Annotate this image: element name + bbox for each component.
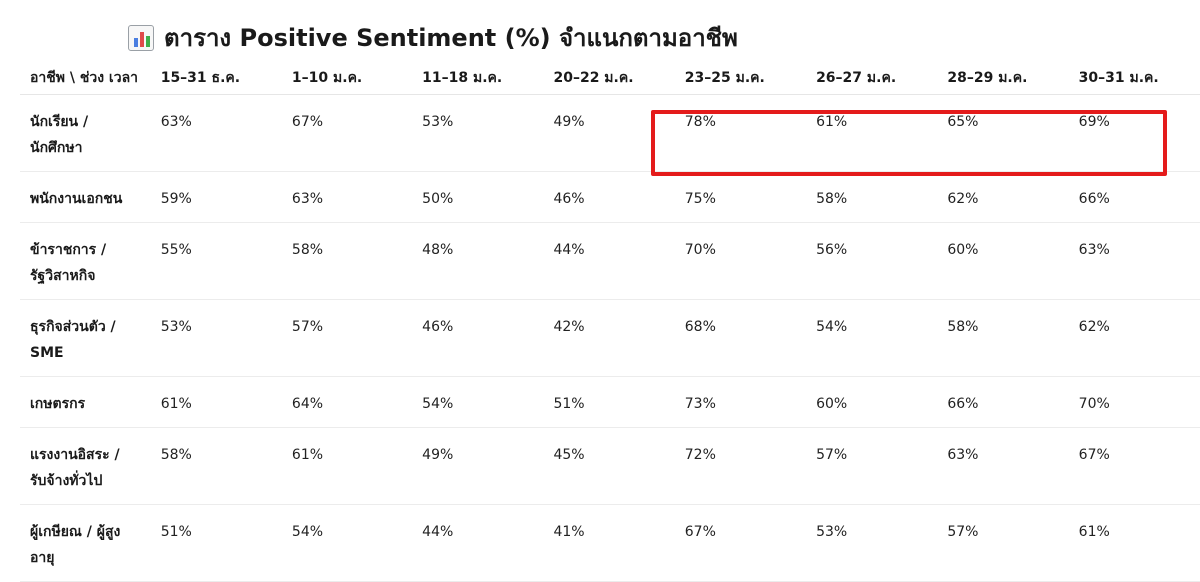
value-cell: 49%	[412, 427, 544, 505]
period-header: 11–18 ม.ค.	[412, 64, 544, 95]
value-cell: 42%	[543, 299, 675, 377]
value-cell: 46%	[543, 171, 675, 223]
value-cell: 69%	[1068, 94, 1200, 172]
table-row: พนักงานเอกชน 59% 63% 50% 46% 75% 58% 62% 66%	[20, 171, 1200, 223]
corner-header: อาชีพ \ ช่วง เวลา	[20, 64, 151, 95]
occupation-cell: ข้าราชการ / รัฐวิสาหกิจ	[20, 222, 151, 300]
value-cell: 63%	[150, 94, 282, 172]
value-cell: 53%	[150, 299, 282, 377]
value-cell: 63%	[281, 171, 413, 223]
value-cell: 58%	[806, 171, 938, 223]
value-cell: 66%	[937, 376, 1069, 428]
page-title: ตาราง Positive Sentiment (%) จำแนกตามอาช…	[128, 18, 738, 57]
value-cell: 44%	[543, 222, 675, 300]
period-header: 23–25 ม.ค.	[674, 64, 807, 95]
occupation-cell: นักเรียน / นักศึกษา	[20, 94, 151, 172]
value-cell: 45%	[543, 427, 675, 505]
value-cell: 51%	[543, 376, 675, 428]
table-row: แรงงานอิสระ / รับจ้างทั่วไป 58% 61% 49% 45% 7…	[20, 427, 1200, 505]
period-header: 28–29 ม.ค.	[937, 64, 1069, 95]
value-cell: 56%	[806, 222, 938, 300]
value-cell: 50%	[412, 171, 544, 223]
value-cell: 54%	[281, 504, 413, 582]
value-cell: 61%	[1068, 504, 1200, 582]
value-cell: 67%	[281, 94, 413, 172]
occupation-cell: เกษตรกร	[20, 376, 151, 428]
value-cell: 51%	[150, 504, 282, 582]
value-cell: 53%	[412, 94, 544, 172]
value-cell: 70%	[1068, 376, 1200, 428]
value-cell: 59%	[150, 171, 282, 223]
table-row: ข้าราชการ / รัฐวิสาหกิจ 55% 58% 48% 44% 70% 56…	[20, 222, 1200, 300]
value-cell: 70%	[674, 222, 807, 300]
value-cell: 57%	[281, 299, 413, 377]
occupation-cell: ธุรกิจส่วนตัว / SME	[20, 299, 151, 377]
value-cell: 78%	[674, 94, 807, 172]
value-cell: 61%	[150, 376, 282, 428]
value-cell: 57%	[806, 427, 938, 505]
table-row: ผู้เกษียณ / ผู้สูง อายุ 51% 54% 44% 41% 67% 53…	[20, 504, 1200, 582]
bar-chart-icon	[128, 24, 154, 51]
period-header: 26–27 ม.ค.	[806, 64, 938, 95]
value-cell: 72%	[674, 427, 807, 505]
value-cell: 64%	[281, 376, 413, 428]
value-cell: 75%	[674, 171, 807, 223]
value-cell: 54%	[412, 376, 544, 428]
value-cell: 60%	[937, 222, 1069, 300]
value-cell: 63%	[937, 427, 1069, 505]
table-header-row: อาชีพ \ ช่วง เวลา 15–31 ธ.ค. 1–10 ม.ค. 1…	[20, 64, 1200, 95]
value-cell: 44%	[412, 504, 544, 582]
value-cell: 68%	[674, 299, 807, 377]
table-row: เกษตรกร 61% 64% 54% 51% 73% 60% 66% 70%	[20, 376, 1200, 428]
period-header: 15–31 ธ.ค.	[150, 64, 282, 95]
value-cell: 73%	[674, 376, 807, 428]
value-cell: 66%	[1068, 171, 1200, 223]
value-cell: 67%	[674, 504, 807, 582]
value-cell: 54%	[806, 299, 938, 377]
occupation-cell: แรงงานอิสระ / รับจ้างทั่วไป	[20, 427, 151, 505]
value-cell: 63%	[1068, 222, 1200, 300]
value-cell: 53%	[806, 504, 938, 582]
value-cell: 46%	[412, 299, 544, 377]
value-cell: 49%	[543, 94, 675, 172]
value-cell: 65%	[937, 94, 1069, 172]
value-cell: 57%	[937, 504, 1069, 582]
value-cell: 58%	[937, 299, 1069, 377]
value-cell: 55%	[150, 222, 282, 300]
value-cell: 67%	[1068, 427, 1200, 505]
value-cell: 61%	[806, 94, 938, 172]
value-cell: 58%	[150, 427, 282, 505]
table-row: ธุรกิจส่วนตัว / SME 53% 57% 46% 42% 68% 54% 58%…	[20, 299, 1200, 377]
value-cell: 61%	[281, 427, 413, 505]
sentiment-table: อาชีพ \ ช่วง เวลา 15–31 ธ.ค. 1–10 ม.ค. 1…	[20, 64, 1200, 582]
value-cell: 58%	[281, 222, 413, 300]
page-title-text: ตาราง Positive Sentiment (%) จำแนกตามอาช…	[164, 24, 738, 52]
table-row: นักเรียน / นักศึกษา 63% 67% 53% 49% 78% 61% 65%…	[20, 94, 1200, 172]
period-header: 30–31 ม.ค.	[1068, 64, 1200, 95]
value-cell: 62%	[1068, 299, 1200, 377]
occupation-cell: พนักงานเอกชน	[20, 171, 151, 223]
value-cell: 48%	[412, 222, 544, 300]
value-cell: 60%	[806, 376, 938, 428]
value-cell: 62%	[937, 171, 1069, 223]
value-cell: 41%	[543, 504, 675, 582]
occupation-cell: ผู้เกษียณ / ผู้สูง อายุ	[20, 504, 151, 582]
period-header: 20–22 ม.ค.	[543, 64, 675, 95]
period-header: 1–10 ม.ค.	[281, 64, 413, 95]
